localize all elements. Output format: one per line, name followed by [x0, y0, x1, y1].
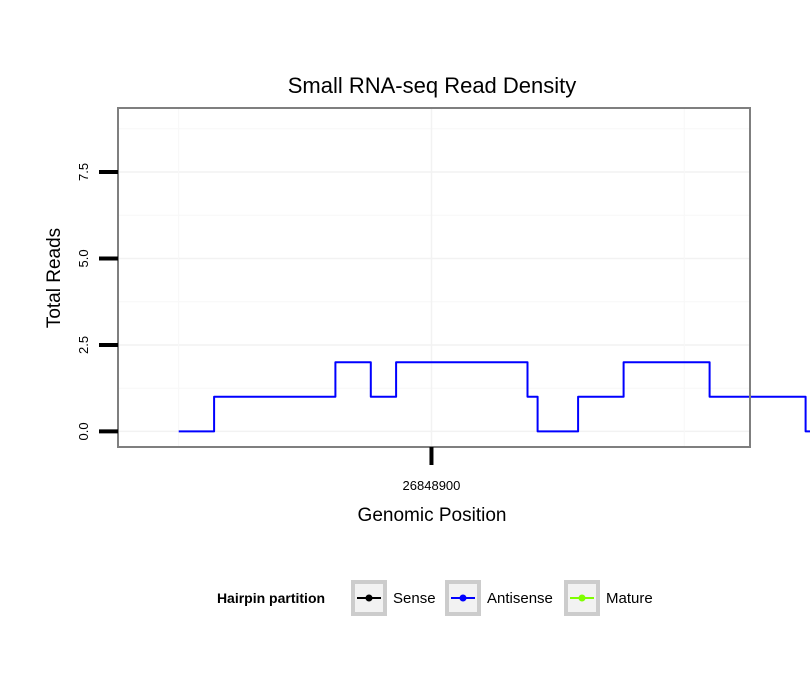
x-axis: 2684890026848800 [403, 447, 461, 493]
x-axis-title: Genomic Position [358, 505, 507, 526]
y-tick-label-1: 2.5 [76, 336, 91, 354]
legend-dot-antisense [459, 594, 467, 602]
grid [118, 108, 750, 447]
legend-label-mature: Mature [606, 590, 653, 607]
legend: Hairpin partition Sense Antisense Mature [217, 580, 653, 616]
series-layer [178, 361, 810, 433]
plot-background [118, 108, 750, 447]
legend-title: Hairpin partition [217, 590, 325, 606]
y-axis: 0.0 2.5 5.0 7.5 [76, 163, 118, 440]
legend-label-antisense: Antisense [487, 590, 553, 607]
y-tick-label-2: 5.0 [76, 249, 91, 267]
y-tick-label-3: 7.5 [76, 163, 91, 181]
plot-border [117, 107, 751, 448]
y-tick-label-0: 0.0 [76, 422, 91, 440]
chart-title: Small RNA-seq Read Density [288, 73, 577, 98]
antisense-series-line [178, 361, 810, 433]
y-axis-title: Total Reads [44, 228, 65, 328]
legend-dot-mature [578, 594, 586, 602]
x-tick-label-0: 26848900 [403, 478, 461, 493]
legend-dot-sense [365, 594, 373, 602]
legend-label-sense: Sense [393, 590, 436, 607]
